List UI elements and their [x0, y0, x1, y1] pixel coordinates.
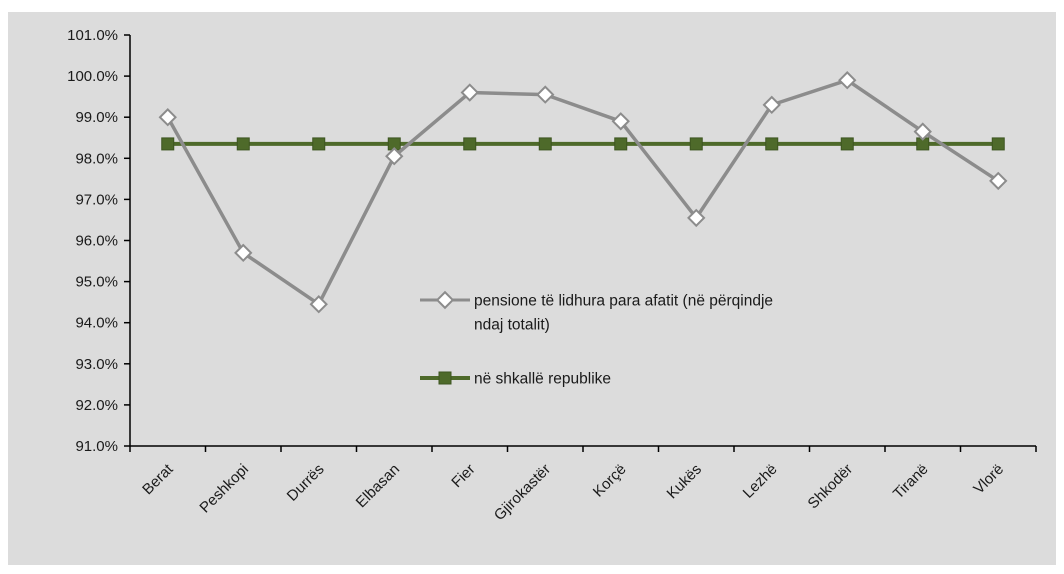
data-point-pensions	[687, 208, 706, 228]
data-point-pensions	[234, 243, 253, 263]
data-point-republic	[463, 137, 477, 151]
series-1	[161, 137, 1005, 151]
data-point-republic	[538, 137, 552, 151]
y-axis: 101.0% 100.0% 99.0% 98.0% 97.0% 96.0% 95.0% 94.…	[67, 27, 131, 455]
y-tick-label: 98.0%	[75, 150, 118, 167]
y-tick-label: 93.0%	[75, 356, 118, 373]
data-point-pensions	[309, 295, 328, 314]
data-point-republic	[765, 137, 779, 151]
data-point-pensions	[158, 108, 177, 127]
data-point-pensions	[385, 147, 404, 166]
y-tick-label: 96.0%	[75, 233, 118, 250]
y-tick-label: 100.0%	[67, 68, 118, 85]
series-0	[158, 71, 1008, 314]
series-line-0	[166, 78, 1000, 306]
data-point-republic	[614, 137, 628, 151]
data-point-pensions	[611, 112, 630, 131]
data-point-republic	[161, 137, 175, 151]
data-point-republic	[236, 137, 250, 151]
legend-item-republic: në shkallë republike	[420, 371, 611, 388]
legend-swatch-pensions-marker	[435, 290, 455, 310]
y-tick-label: 101.0%	[67, 27, 118, 44]
series-layer	[158, 71, 1008, 314]
data-point-pensions	[460, 83, 479, 102]
data-point-pensions	[536, 85, 555, 104]
data-point-republic	[991, 137, 1005, 151]
y-tick-label: 94.0%	[75, 315, 118, 332]
y-tick-label: 97.0%	[75, 191, 118, 208]
data-point-pensions	[989, 171, 1008, 191]
legend: pensione të lidhura para afatit (në përq…	[420, 290, 773, 388]
legend-label-republic: në shkallë republike	[474, 371, 611, 388]
data-point-republic	[689, 137, 703, 151]
legend-label-pensions-line1: pensione të lidhura para afatit (në përq…	[474, 293, 773, 310]
legend-swatch-republic-marker	[438, 371, 452, 385]
data-point-pensions	[913, 122, 932, 141]
y-tick-label: 91.0%	[75, 438, 118, 455]
data-point-pensions	[838, 71, 857, 90]
data-point-republic	[840, 137, 854, 151]
y-tick-label: 92.0%	[75, 397, 118, 414]
legend-item-pensions: pensione të lidhura para afatit (në përq…	[420, 290, 773, 334]
legend-label-pensions-line2: ndaj totalit)	[474, 317, 550, 334]
y-tick-label: 99.0%	[75, 109, 118, 126]
y-tick-label: 95.0%	[75, 274, 118, 291]
data-point-republic	[312, 137, 326, 151]
data-point-pensions	[762, 95, 781, 115]
